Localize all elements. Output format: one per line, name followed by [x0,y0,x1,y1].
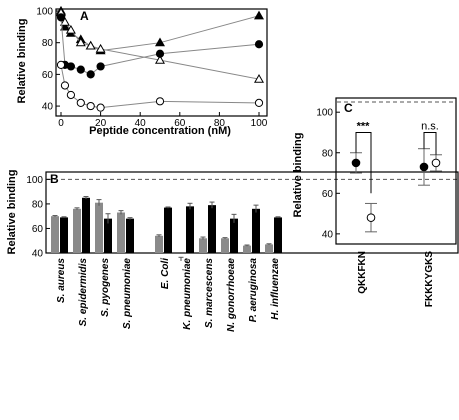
a-point [253,73,265,83]
b-bar [51,216,59,253]
a-point [66,90,76,100]
b-bar [230,218,238,253]
b-bar [265,244,273,253]
a-point [59,21,70,31]
a-point [154,37,166,47]
c-point [351,158,361,168]
panel-c-ylabel: Relative binding [292,133,304,218]
c-category-label: FKKKYGKS [424,251,435,307]
b-bar [164,207,172,253]
b-bar [221,238,229,253]
b-category-label: S. epidermidis [78,258,89,327]
b-bar [243,245,251,253]
b-bar [274,217,282,253]
a-point [155,49,165,58]
b-category-label: S. pneumoniae [122,258,133,330]
b-bar [155,235,163,253]
b-category-label: E. Coli [160,258,171,289]
a-ytick-label: 100 [36,7,53,18]
c-point [419,162,429,172]
b-ytick-label: 40 [32,249,44,260]
c-point [366,213,376,222]
a-point [75,37,86,47]
a-xtick-label: 20 [95,118,107,129]
c-significance-label: n.s. [421,120,439,132]
a-xtick-label: 100 [251,118,268,129]
a-point [60,81,70,90]
panel-a: A 0 20 40 60 80 100 40 60 80 100 Peptide concentr… [16,5,268,137]
b-category-label: S. aureus [56,258,67,303]
c-ytick-label: 80 [322,148,334,159]
a-point [254,98,264,108]
a-point [76,65,85,74]
a-xtick-label: 40 [135,118,147,129]
c-ytick-label: 60 [322,189,334,200]
a-point [253,10,265,20]
a-point [96,103,105,112]
a-point [85,40,96,50]
b-bar [104,218,112,253]
a-point [86,101,95,111]
a-point [155,97,165,106]
panel-c: C 40 60 80 100 *** n.s. QKKFKN FKKKYGKS Relat… [292,97,457,307]
a-point [56,60,66,69]
c-significance-bracket [423,131,437,155]
c-category-label: QKKFKN [357,251,368,294]
a-ytick-label: 60 [42,70,54,81]
a-xtick-label: 80 [214,118,226,129]
a-point [254,40,264,49]
panel-c-frame [335,97,457,245]
a-point [86,70,95,79]
panel-a-frame [55,8,268,117]
b-bar [199,238,207,253]
b-bar [82,197,90,253]
b-bar [208,205,216,253]
b-ytick-label: 100 [26,175,43,186]
panel-a-xlabel: Peptide concentration (nM) [89,125,231,137]
b-bar [73,208,81,253]
b-bar [186,206,194,253]
b-category-label: P. aeruginosa [248,258,259,323]
c-ytick-label: 100 [316,108,333,119]
b-category-label: N. gonorrhoeae [226,258,237,332]
b-category-label: S. marcescens [204,258,215,328]
panel-b-ylabel: Relative binding [6,170,18,255]
b-ytick-label: 60 [32,224,44,235]
a-ytick-label: 40 [42,102,54,113]
a-point [95,43,106,53]
b-category-label: K. pneumoniae [182,258,193,330]
a-point [65,24,76,34]
panel-c-letter: C [344,101,353,115]
b-bar [95,202,103,253]
a-point [96,62,105,71]
a-point [76,98,85,108]
a-xtick-label: 60 [174,118,186,129]
a-point [66,62,76,71]
a-xtick-label: 0 [58,118,64,129]
b-bar [126,218,134,253]
panel-a-letter: A [80,9,89,23]
panel-a-ylabel: Relative binding [16,19,28,104]
b-category-label: S. pyogenes [100,258,111,317]
a-point [56,13,66,22]
b-bar [252,208,260,253]
c-point [431,158,441,168]
b-bar [60,217,68,253]
b-category-label: H. influenzae [270,258,281,320]
c-ytick-label: 40 [322,229,334,240]
a-ytick-label: 80 [42,38,54,49]
a-point [154,54,166,64]
b-ytick-label: 80 [32,199,44,210]
c-significance-label: *** [357,120,371,132]
c-significance-bracket [355,131,372,194]
a-point [59,16,70,26]
b-bar [117,212,125,253]
